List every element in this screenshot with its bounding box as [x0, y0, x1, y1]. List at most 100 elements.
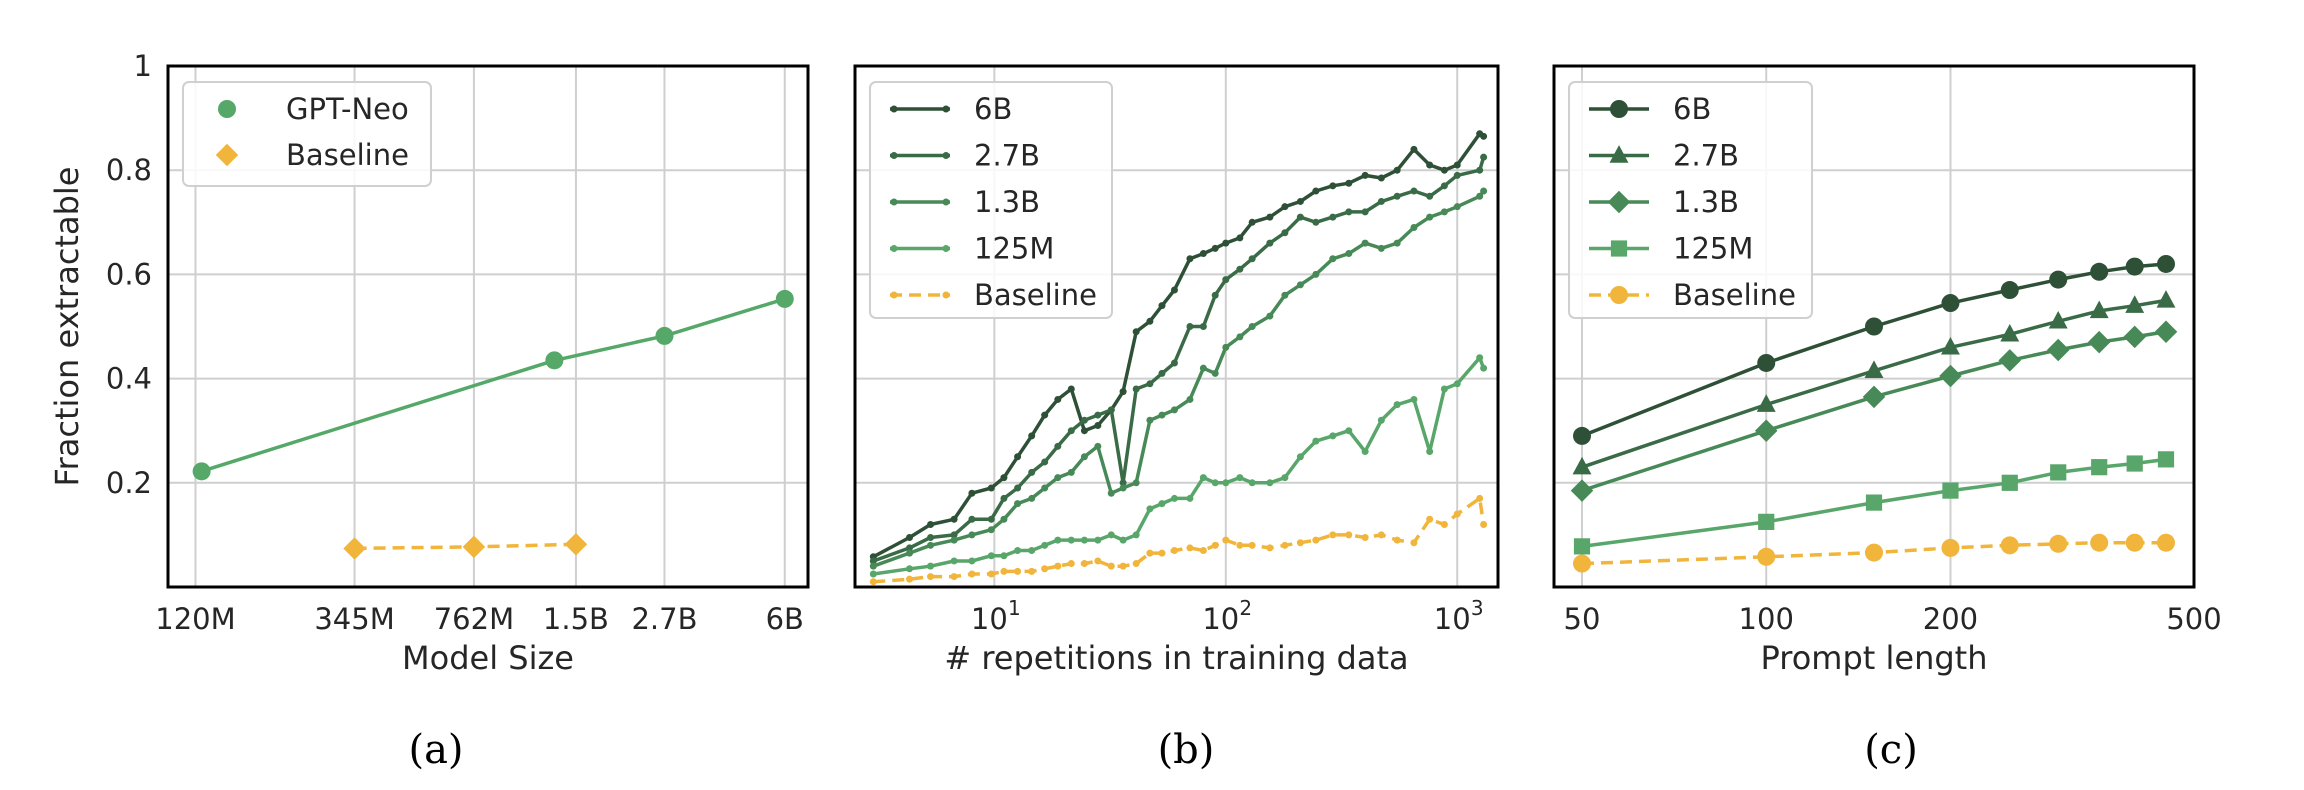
data-point [2000, 281, 2019, 300]
legend-label: 6B [974, 92, 1012, 126]
data-point [2046, 338, 2070, 362]
data-point [950, 531, 958, 539]
data-point [1236, 333, 1244, 341]
data-point [1410, 539, 1418, 547]
data-point [869, 557, 877, 565]
data-point [1377, 174, 1385, 182]
data-point [1014, 484, 1022, 492]
data-point [1170, 547, 1178, 555]
data-point [1041, 565, 1049, 573]
data-point [987, 484, 995, 492]
data-point [1570, 479, 1594, 502]
data-point [1757, 353, 1776, 372]
data-point [1312, 187, 1320, 195]
data-point [1000, 515, 1008, 523]
data-point [1132, 328, 1140, 336]
legend-item: Baseline [890, 278, 1097, 312]
data-point [869, 570, 877, 578]
data-point [2123, 325, 2146, 349]
data-point [1132, 531, 1140, 539]
data-point [1211, 291, 1219, 299]
data-point [968, 515, 976, 523]
x-tick-label: 762M [434, 602, 514, 636]
data-point [927, 562, 935, 570]
data-point [1361, 534, 1369, 542]
legend-label: 125M [974, 232, 1054, 266]
data-point [1296, 539, 1304, 547]
data-point [1758, 513, 1775, 530]
data-point [1393, 166, 1401, 174]
series-gpt-neo [192, 289, 794, 481]
data-point [950, 536, 958, 544]
data-point [1067, 468, 1075, 476]
data-point [1345, 427, 1353, 435]
data-point [1941, 294, 1960, 313]
legend: GPT-Neo Baseline [182, 81, 432, 187]
data-point [1377, 197, 1385, 205]
data-point [1329, 182, 1337, 190]
series-1-3b [1570, 320, 2178, 502]
data-point [1094, 557, 1102, 565]
data-point [1312, 437, 1320, 445]
legend-marker [890, 198, 898, 206]
data-point [1236, 474, 1244, 482]
data-point [1146, 416, 1154, 424]
x-tick-label: 120M [155, 602, 235, 636]
series-6b [1573, 254, 2175, 445]
data-point [1000, 474, 1008, 482]
data-point [1158, 549, 1166, 557]
data-point [2049, 534, 2068, 553]
data-point [1480, 187, 1488, 195]
data-point [2090, 262, 2109, 281]
legend-label: 2.7B [1673, 139, 1739, 173]
data-point [1345, 250, 1353, 258]
data-point [1107, 489, 1115, 497]
x-tick-exponent: 1 [1008, 596, 1021, 620]
data-point [1028, 468, 1036, 476]
data-point [906, 565, 914, 573]
data-point [1132, 385, 1140, 393]
data-point [1453, 380, 1461, 388]
legend-item: Baseline [1589, 278, 1796, 312]
data-point [2001, 474, 2018, 491]
series-125m [869, 354, 1488, 578]
data-point [927, 573, 935, 581]
y-tick-label: 0.8 [106, 153, 152, 187]
data-point [1158, 500, 1166, 508]
data-point [1054, 562, 1062, 570]
y-tick-label: 0.2 [106, 466, 152, 500]
legend-label: Baseline [286, 138, 409, 172]
data-point [1107, 406, 1115, 414]
data-point [1054, 474, 1062, 482]
legend-label: Baseline [974, 278, 1097, 312]
data-point [1158, 302, 1166, 310]
data-point [1453, 161, 1461, 169]
x-tick-label: 500 [2166, 602, 2221, 636]
data-point [1211, 244, 1219, 252]
data-point [1186, 323, 1194, 330]
data-point [1864, 360, 1884, 378]
legend-item: 6B [890, 92, 1012, 126]
data-point [1211, 369, 1219, 377]
data-point [545, 351, 564, 370]
legend-item: 1.3B [1589, 185, 1739, 219]
legend-label: 1.3B [1673, 185, 1739, 219]
legend-marker [942, 245, 950, 252]
data-point [2087, 330, 2111, 354]
data-point [1862, 385, 1886, 409]
data-point [1119, 536, 1127, 544]
data-point [1476, 354, 1484, 362]
data-point [1236, 541, 1244, 549]
data-point [1296, 213, 1304, 221]
x-tick-label: 2.7B [631, 602, 697, 636]
data-point [1080, 536, 1088, 544]
data-point [1329, 432, 1337, 440]
data-point [1222, 479, 1230, 487]
data-point [564, 533, 588, 556]
data-point [1757, 547, 1776, 566]
data-point [1041, 541, 1049, 549]
data-point [906, 575, 914, 583]
data-point [1041, 484, 1049, 492]
axes-frame [853, 64, 1500, 589]
x-tick-label: 10 2 [1202, 596, 1252, 636]
